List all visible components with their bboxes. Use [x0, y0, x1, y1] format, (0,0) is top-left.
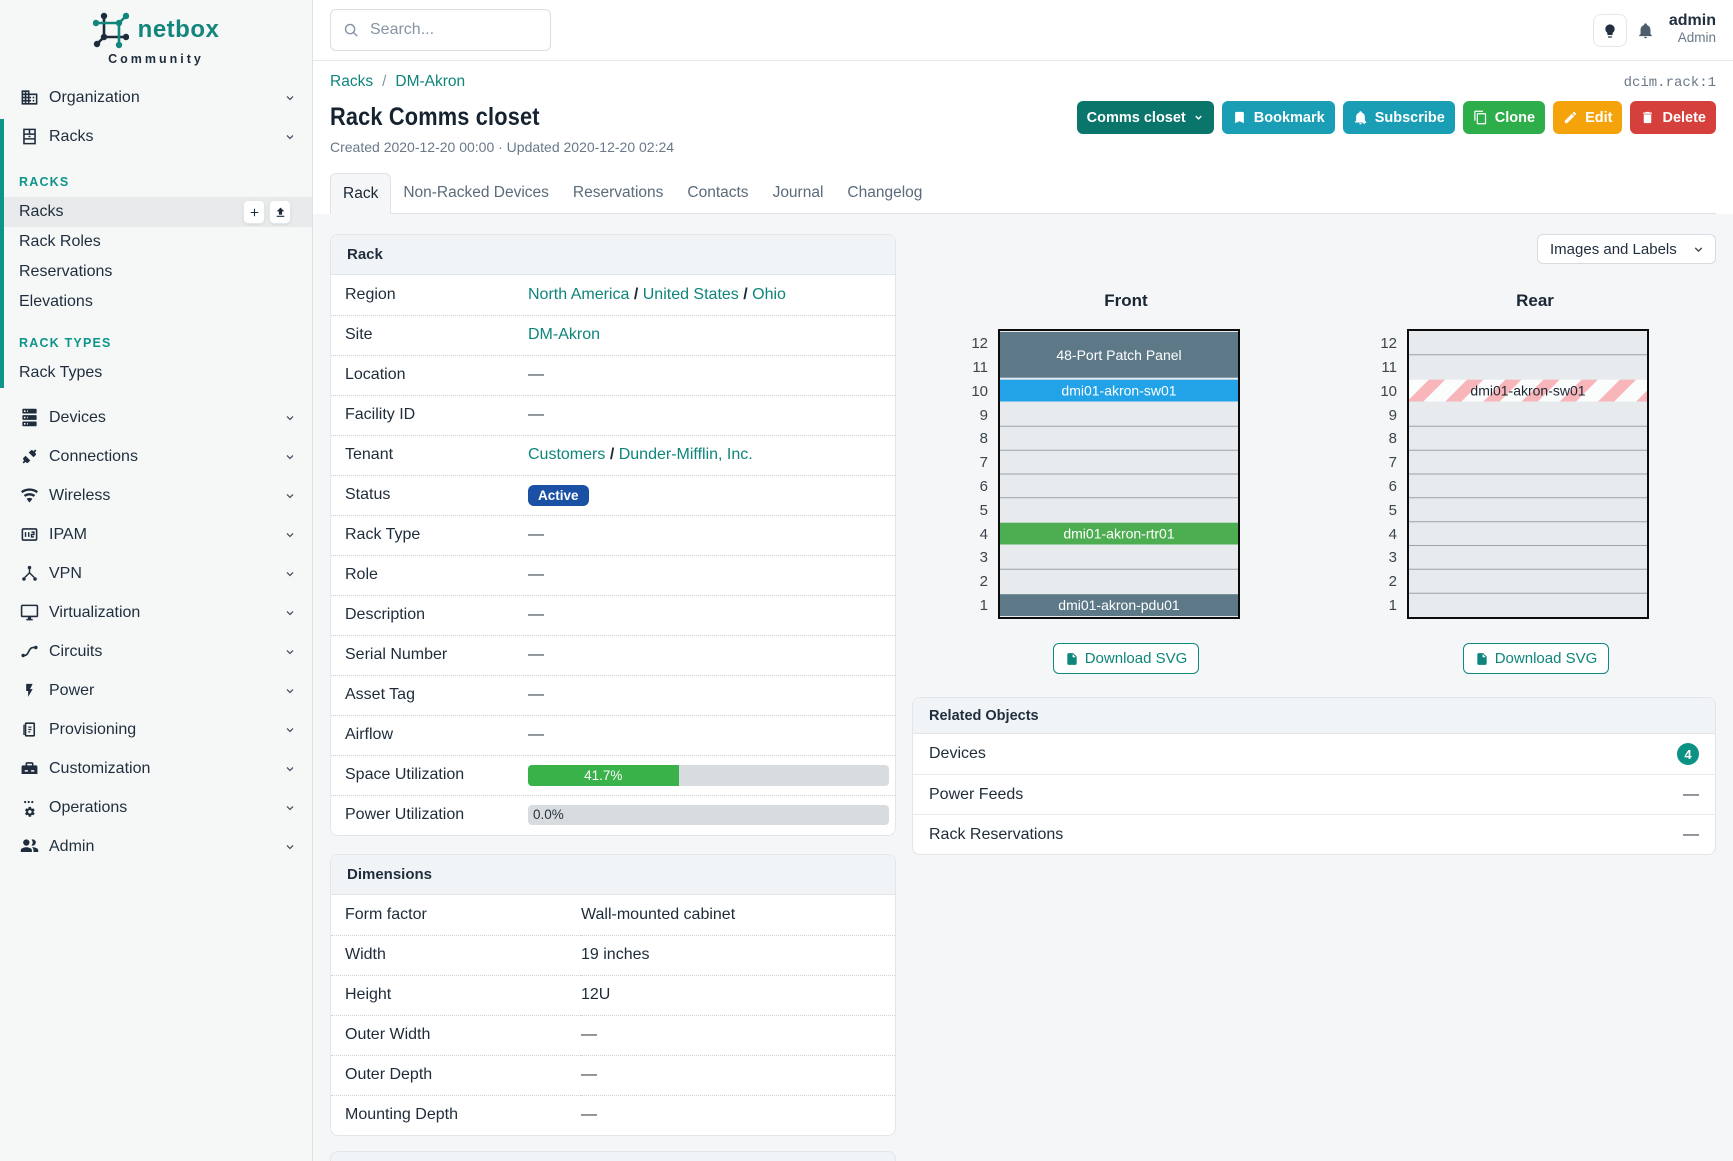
svg-text:9: 9 — [1389, 407, 1397, 424]
svg-text:48-Port Patch Panel: 48-Port Patch Panel — [1056, 347, 1181, 363]
svg-text:1: 1 — [980, 597, 988, 614]
svg-text:7: 7 — [1389, 454, 1397, 471]
svg-text:4: 4 — [1389, 526, 1397, 543]
svg-text:8: 8 — [1389, 430, 1397, 447]
svg-text:9: 9 — [980, 407, 988, 424]
svg-text:4: 4 — [980, 526, 988, 543]
svg-text:3: 3 — [980, 549, 988, 566]
svg-text:dmi01-akron-sw01: dmi01-akron-sw01 — [1061, 383, 1176, 399]
svg-text:6: 6 — [980, 478, 988, 495]
svg-text:dmi01-akron-rtr01: dmi01-akron-rtr01 — [1063, 526, 1174, 542]
svg-text:6: 6 — [1389, 478, 1397, 495]
svg-text:3: 3 — [1389, 549, 1397, 566]
svg-text:2: 2 — [1389, 573, 1397, 590]
svg-text:12: 12 — [971, 335, 988, 352]
svg-text:dmi01-akron-pdu01: dmi01-akron-pdu01 — [1058, 597, 1180, 613]
svg-text:5: 5 — [980, 502, 988, 519]
svg-text:7: 7 — [980, 454, 988, 471]
svg-text:8: 8 — [980, 430, 988, 447]
svg-text:2: 2 — [980, 573, 988, 590]
svg-text:dmi01-akron-sw01: dmi01-akron-sw01 — [1470, 383, 1585, 399]
svg-text:12: 12 — [1380, 335, 1397, 352]
svg-text:10: 10 — [1380, 383, 1397, 400]
svg-text:11: 11 — [972, 359, 988, 376]
svg-text:1: 1 — [1389, 597, 1397, 614]
svg-text:5: 5 — [1389, 502, 1397, 519]
svg-text:11: 11 — [1381, 359, 1397, 376]
svg-text:10: 10 — [971, 383, 988, 400]
